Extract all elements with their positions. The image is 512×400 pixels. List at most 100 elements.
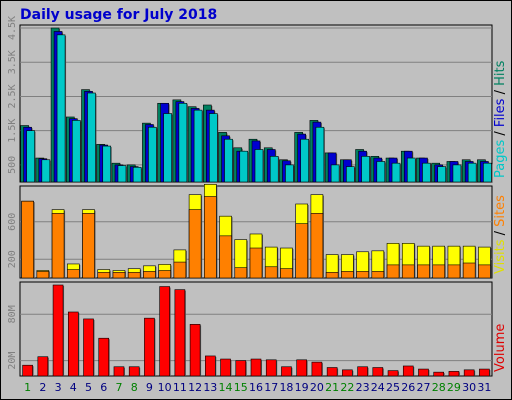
x-tick-day-24: 24 — [371, 381, 385, 394]
bar-sites-day-11 — [173, 261, 187, 279]
x-tick-day-19: 19 — [295, 381, 309, 394]
legend-entry: Visits — [493, 239, 508, 274]
bar-volume-day-12 — [189, 324, 201, 377]
bar-volume-day-22 — [342, 369, 353, 377]
bar-sites-day-24 — [371, 271, 385, 279]
legend-entry: Sites — [493, 195, 508, 227]
bar-pages-day-14 — [224, 138, 233, 183]
bar-pages-day-13 — [209, 113, 218, 183]
bar-pages-day-5 — [87, 92, 96, 183]
panel-visits-sites: 200 600 Visits / Sites — [7, 184, 508, 279]
x-tick-day-29: 29 — [447, 381, 461, 394]
legend-volume: Volume — [493, 324, 508, 372]
bar-sites-day-13 — [204, 196, 217, 279]
bar-sites-day-10 — [158, 270, 171, 279]
bar-volume-day-24 — [372, 367, 384, 377]
bar-sites-day-26 — [401, 264, 415, 279]
bar-volume-day-6 — [98, 337, 110, 377]
bar-pages-day-8 — [132, 166, 142, 183]
x-tick-day-13: 13 — [203, 381, 217, 394]
bar-sites-day-22 — [341, 271, 354, 279]
x-tick-day-14: 14 — [219, 381, 233, 394]
x-tick-day-21: 21 — [325, 381, 339, 394]
bar-sites-day-16 — [249, 247, 263, 279]
legend-entry: / — [493, 227, 508, 240]
bar-sites-day-14 — [219, 235, 232, 279]
bar-volume-day-15 — [235, 360, 247, 377]
y-tick-label: 2.5K — [7, 84, 18, 108]
bar-sites-day-20 — [310, 213, 324, 279]
bar-pages-day-22 — [346, 166, 355, 183]
bar-pages-day-15 — [239, 150, 249, 183]
x-tick-day-27: 27 — [416, 381, 430, 394]
bar-volume-day-1 — [22, 364, 33, 377]
bar-volume-day-20 — [311, 361, 323, 377]
bar-volume-day-29 — [448, 371, 460, 377]
bar-pages-day-7 — [117, 165, 127, 183]
bar-pages-day-30 — [467, 162, 477, 183]
y-tick-label: 500 — [7, 156, 18, 174]
bar-sites-day-3 — [51, 213, 65, 279]
bar-pages-day-19 — [300, 138, 309, 183]
bar-sites-day-25 — [386, 264, 400, 279]
x-tick-day-5: 5 — [85, 381, 92, 394]
y-tick-label: 3.5K — [7, 50, 18, 74]
bar-volume-day-5 — [83, 318, 94, 377]
bar-volume-day-7 — [113, 366, 125, 377]
bar-volume-day-23 — [357, 366, 368, 377]
bar-sites-day-7 — [112, 272, 126, 279]
bar-volume-day-21 — [326, 367, 338, 377]
x-tick-day-31: 31 — [477, 381, 491, 394]
bar-volume-day-30 — [463, 369, 475, 377]
bar-pages-day-29 — [452, 164, 462, 183]
bar-sites-day-30 — [462, 262, 476, 279]
bar-pages-day-1 — [26, 130, 35, 183]
y-tick-label: 1.5K — [7, 119, 18, 143]
bar-pages-day-23 — [361, 156, 370, 183]
bar-pages-day-31 — [483, 162, 492, 183]
bar-sites-day-21 — [325, 272, 339, 279]
x-tick-day-10: 10 — [158, 381, 172, 394]
bar-sites-day-23 — [356, 271, 369, 279]
bar-pages-day-16 — [254, 149, 264, 183]
bar-volume-day-18 — [281, 366, 292, 377]
bar-sites-day-19 — [295, 223, 308, 279]
bar-pages-day-4 — [71, 120, 81, 183]
x-tick-day-23: 23 — [356, 381, 370, 394]
x-axis: 1 2 3 4 5 6 7 8 9 10 11 12 13 14 15 16 17 18 19 20 21 22 23 24 2… — [24, 381, 491, 394]
bar-pages-day-3 — [56, 34, 66, 183]
legend-visits-sites: Visits / Sites — [493, 195, 508, 274]
y-tick-label: 20M — [7, 352, 18, 370]
bar-sites-day-28 — [432, 264, 446, 279]
legend-entry: Hits — [493, 60, 508, 85]
legend-entry: / — [493, 86, 508, 99]
x-tick-day-17: 17 — [264, 381, 278, 394]
x-tick-day-26: 26 — [401, 381, 415, 394]
bar-pages-day-9 — [148, 126, 157, 183]
y-tick-label: 80M — [7, 305, 18, 323]
bar-volume-day-2 — [37, 356, 49, 377]
bar-pages-day-21 — [330, 164, 340, 183]
bar-volume-day-9 — [144, 317, 155, 377]
bar-volume-day-10 — [159, 286, 170, 377]
legend-entry: Pages — [493, 140, 508, 178]
bar-volume-day-4 — [67, 311, 79, 377]
bar-sites-day-27 — [417, 264, 430, 279]
legend-entry: Volume — [493, 324, 508, 372]
plots: 500 1.5K 2.5K 3.5K 4.5K Pages / Files / Hits 2… — [7, 16, 508, 394]
x-tick-day-11: 11 — [173, 381, 187, 394]
x-tick-day-16: 16 — [249, 381, 263, 394]
bar-sites-day-2 — [36, 271, 50, 279]
bar-sites-day-6 — [97, 272, 111, 279]
bar-sites-day-12 — [188, 209, 202, 279]
bar-sites-day-15 — [234, 267, 248, 279]
bar-pages-day-6 — [102, 145, 112, 183]
x-tick-day-22: 22 — [340, 381, 354, 394]
bar-pages-day-17 — [269, 156, 279, 183]
bar-volume-day-19 — [296, 359, 307, 377]
bar-pages-day-12 — [193, 109, 203, 183]
bar-pages-day-28 — [437, 166, 447, 183]
bar-sites-day-1 — [21, 200, 34, 279]
x-tick-day-8: 8 — [131, 381, 138, 394]
